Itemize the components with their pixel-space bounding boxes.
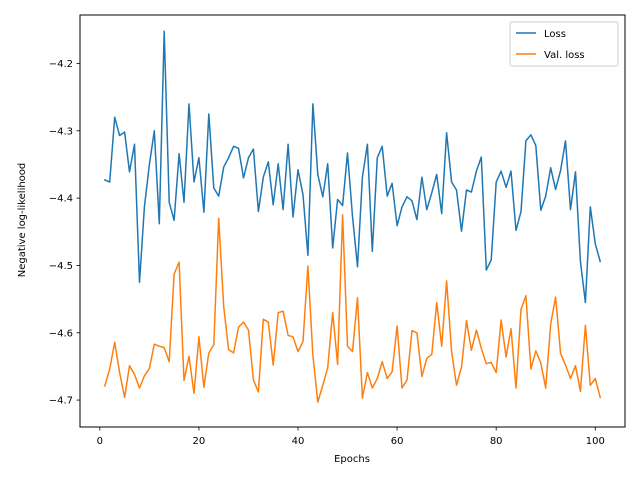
y-axis-label: Negative log-likelihood [17,163,28,278]
x-tick-label: 20 [193,436,206,447]
y-tick-label: −4.5 [49,261,73,272]
x-tick-label: 60 [391,436,404,447]
y-tick-label: −4.2 [49,59,73,70]
legend-box [509,21,619,67]
x-tick-label: 0 [97,436,103,447]
legend-label-1: Loss [544,29,566,40]
series-line-2 [103,214,602,403]
legend-label-2: Val. loss [544,50,585,61]
x-tick-label: 40 [292,436,305,447]
plot-frame [79,14,626,428]
x-axis-ticks: 0 20 40 60 80 100 [97,427,605,447]
series-line-1 [103,30,602,304]
y-tick-label: −4.7 [49,396,73,407]
series-layer [103,30,602,403]
y-tick-label: −4.3 [49,126,73,137]
x-tick-label: 100 [586,436,605,447]
x-tick-label: 80 [490,436,503,447]
legend: Loss Val. loss [509,21,619,67]
x-axis-label: Epochs [334,454,370,465]
y-tick-label: −4.6 [49,328,73,339]
y-tick-label: −4.4 [49,194,73,205]
y-axis-ticks: −4.7 −4.6 −4.5 −4.4 −4.3 −4.2 [49,59,80,407]
